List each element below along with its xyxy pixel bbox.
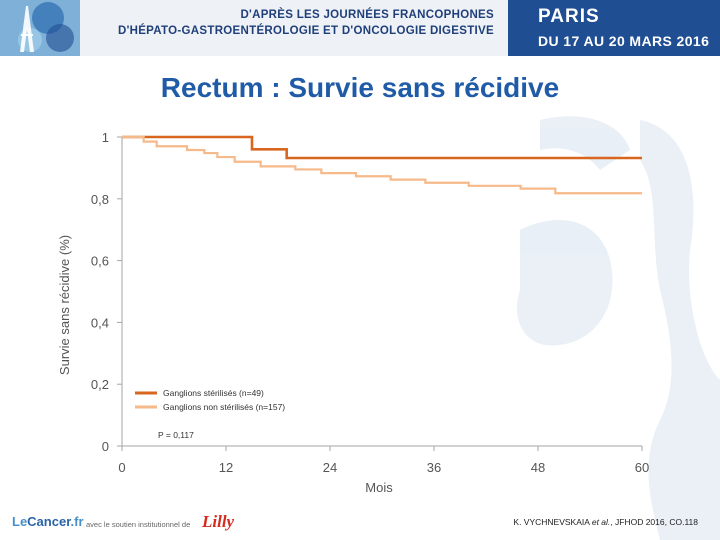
- conference-title-line1: D'APRÈS LES JOURNÉES FRANCOPHONES: [240, 9, 494, 21]
- y-tick-label: 0,8: [91, 192, 109, 207]
- citation: K. VYCHNEVSKAIA et al., JFHOD 2016, CO.1…: [513, 517, 698, 527]
- x-tick-label: 36: [427, 460, 441, 475]
- lecancer-logo: LeCancer.fr: [12, 514, 84, 529]
- x-tick-label: 24: [323, 460, 337, 475]
- p-value-annotation: P = 0,117: [158, 430, 194, 440]
- y-tick-label: 0: [102, 439, 109, 454]
- x-axis-title: Mois: [365, 480, 393, 495]
- logo-brand: Cancer: [27, 514, 71, 529]
- y-tick-label: 0,6: [91, 254, 109, 269]
- y-tick-label: 1: [102, 130, 109, 145]
- event-dates: DU 17 AU 20 MARS 2016: [538, 33, 710, 49]
- y-axis-title: Survie sans récidive (%): [57, 235, 72, 375]
- citation-reference: , JFHOD 2016, CO.118: [610, 517, 698, 527]
- x-tick-label: 12: [219, 460, 233, 475]
- x-tick-label: 0: [118, 460, 125, 475]
- event-location-panel: PARIS DU 17 AU 20 MARS 2016: [508, 0, 720, 56]
- legend-label-sterilized: Ganglions stérilisés (n=49): [163, 388, 264, 398]
- conference-title-line2: D'HÉPATO-GASTROENTÉROLOGIE ET D'ONCOLOGI…: [117, 25, 494, 37]
- citation-etal: et al.: [591, 517, 611, 527]
- chart-legend: Ganglions stérilisés (n=49) Ganglions no…: [135, 388, 285, 412]
- support-text: avec le soutien institutionnel de: [86, 520, 191, 529]
- chart-axes: 0 0,2 0,4 0,6 0,8 1 0 12 24 36 48 60: [91, 130, 649, 475]
- legend-label-non-sterilized: Ganglions non stérilisés (n=157): [163, 402, 285, 412]
- series-line-sterilized: [122, 135, 642, 160]
- header-banner: D'APRÈS LES JOURNÉES FRANCOPHONES D'HÉPA…: [0, 0, 720, 56]
- lilly-logo: Lilly: [202, 512, 235, 531]
- x-tick-label: 48: [531, 460, 545, 475]
- eiffel-tower-logo: [0, 0, 80, 56]
- chart-series: [122, 135, 642, 195]
- logo-suffix: .fr: [70, 514, 84, 529]
- series-line-non-sterilized: [122, 135, 642, 195]
- citation-authors: K. VYCHNEVSKAIA: [513, 517, 590, 527]
- slide-title: Rectum : Survie sans récidive: [160, 72, 560, 103]
- event-city: PARIS: [538, 6, 600, 27]
- x-tick-label: 60: [635, 460, 649, 475]
- y-tick-label: 0,2: [91, 377, 109, 392]
- footer-sponsor: LeCancer.fr avec le soutien institutionn…: [12, 512, 272, 536]
- logo-prefix: Le: [12, 514, 28, 529]
- y-tick-label: 0,4: [91, 315, 109, 330]
